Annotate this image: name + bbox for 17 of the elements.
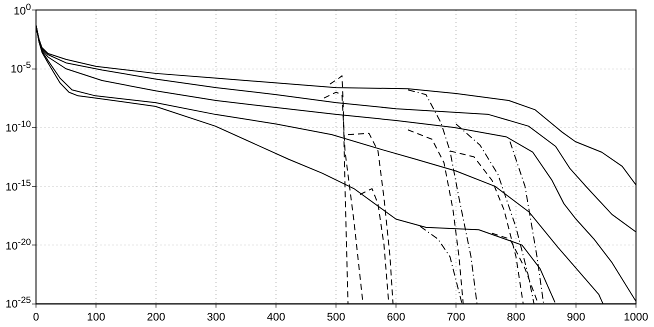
x-tick-label: 300 bbox=[206, 311, 226, 324]
x-tick-label: 800 bbox=[506, 311, 526, 324]
x-tick-label: 0 bbox=[32, 311, 40, 324]
y-tick-label: 10$^{-25}$ bbox=[6, 295, 31, 312]
x-tick-label: 900 bbox=[566, 311, 586, 324]
x-tick-label: 400 bbox=[266, 311, 286, 324]
y-tick-label: 10$^{-20}$ bbox=[6, 236, 31, 252]
y-tick-label: 10$^{-5}$ bbox=[10, 60, 31, 76]
x-tick-label: 700 bbox=[446, 311, 466, 324]
x-tick-label: 600 bbox=[386, 311, 406, 324]
y-tick-label: 10$^{-10}$ bbox=[6, 119, 31, 135]
x-tick-label: 1000 bbox=[624, 311, 648, 324]
x-tick-label: 200 bbox=[146, 311, 166, 324]
x-tick-label: 100 bbox=[86, 311, 106, 324]
x-tick-label: 500 bbox=[326, 311, 346, 324]
y-tick-label: 10$^{-15}$ bbox=[6, 178, 31, 194]
y-tick-label: 10$^{0}$ bbox=[14, 2, 31, 18]
